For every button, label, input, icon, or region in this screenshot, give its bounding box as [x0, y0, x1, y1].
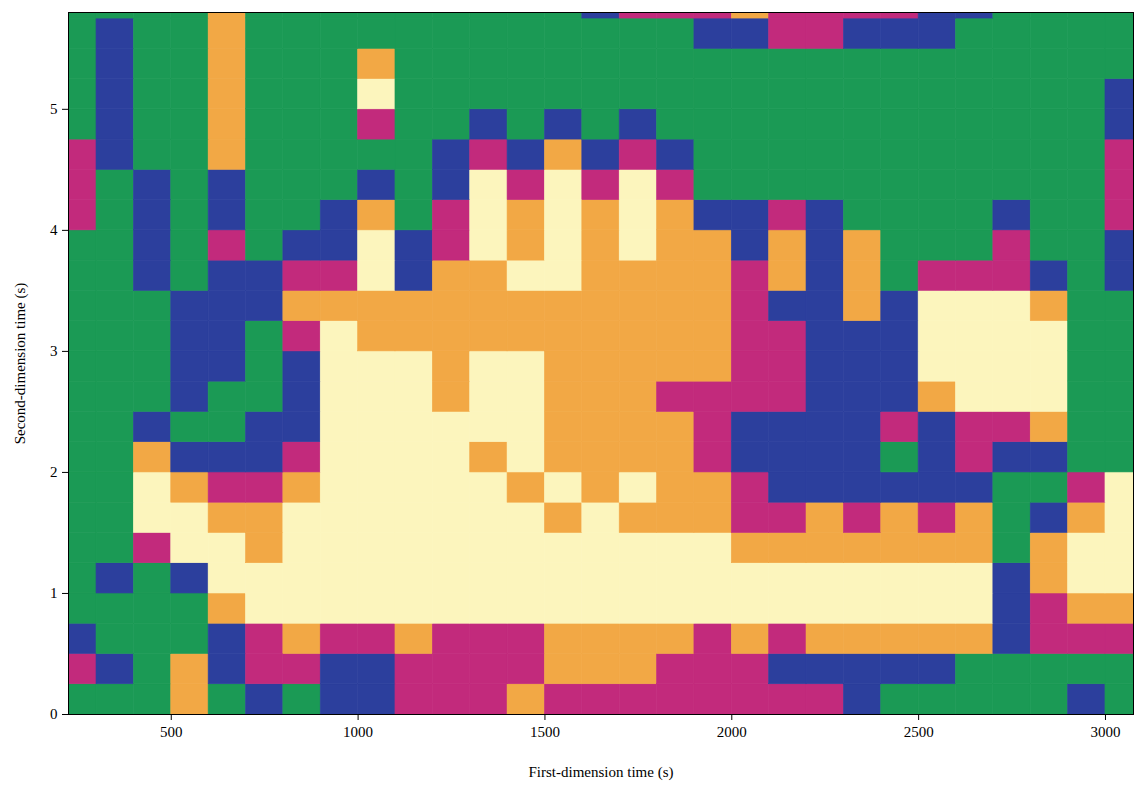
svg-text:1: 1: [50, 585, 58, 601]
svg-text:2: 2: [50, 464, 58, 480]
svg-text:3000: 3000: [1090, 724, 1120, 740]
svg-text:Second-dimension time (s): Second-dimension time (s): [12, 283, 29, 445]
svg-text:2500: 2500: [904, 724, 934, 740]
svg-text:First-dimension time (s): First-dimension time (s): [529, 764, 674, 781]
svg-text:5: 5: [50, 101, 58, 117]
svg-text:1500: 1500: [530, 724, 560, 740]
svg-text:4: 4: [50, 222, 58, 238]
svg-text:2000: 2000: [717, 724, 747, 740]
svg-text:1000: 1000: [343, 724, 373, 740]
svg-text:0: 0: [50, 706, 58, 722]
svg-text:500: 500: [160, 724, 183, 740]
svg-text:3: 3: [50, 343, 58, 359]
